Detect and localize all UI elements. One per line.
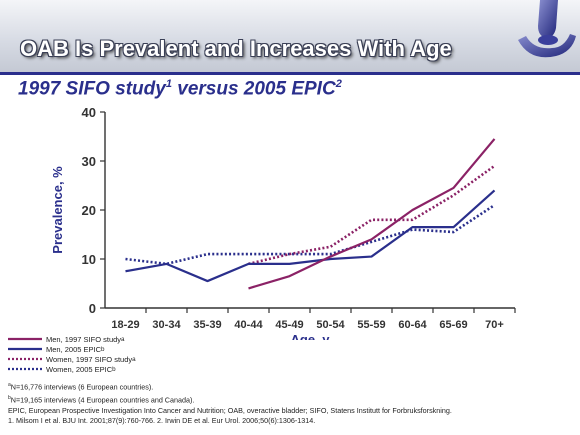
logo-icon [518,0,576,58]
series-line-2 [248,164,496,266]
x-tick-label: 40-44 [234,319,263,331]
legend-swatch-women-2005 [8,367,42,371]
x-tick-label: 18-29 [111,319,139,331]
y-tick-label: 0 [89,301,96,316]
legend-swatch-men-2005 [8,347,42,351]
slide-title: OAB Is Prevalent and Increases With Age [20,36,452,61]
series-line-0 [248,138,496,290]
footnotes: aN=16,776 interviews (6 European countri… [8,380,574,427]
legend-swatch-men-1997 [8,337,42,341]
x-tick-label: 30-34 [152,319,181,331]
footnote-a-sup: a [8,382,11,388]
legend-label: Women, 1997 SIFO study [46,354,133,364]
legend-sup: a [121,335,125,343]
footnote-a-text: N=16,776 interviews (6 European countrie… [10,382,154,392]
subtitle-sup-1: 1 [165,78,172,90]
x-tick-label: 65-69 [439,319,467,331]
x-tick-label: 60-64 [398,319,427,331]
x-tick-label: 55-59 [357,319,385,331]
y-tick-label: 40 [82,105,96,120]
subtitle-part-2: versus 2005 EPIC [171,78,336,100]
header-divider [0,72,580,75]
y-tick-label: 10 [82,252,96,267]
legend-item: Women, 1997 SIFO study a [8,354,136,364]
footnote-a: aN=16,776 interviews (6 European countri… [8,380,574,393]
subtitle-sup-2: 2 [335,78,342,90]
subtitle-part-1: 1997 SIFO study [18,78,166,100]
legend-swatch-women-1997 [8,357,42,361]
legend-label: Men, 2005 EPIC [46,344,102,354]
chart-legend: Men, 1997 SIFO study a Men, 2005 EPIC b Wo… [8,334,136,374]
legend-item: Men, 2005 EPIC b [8,344,136,354]
y-tick-label: 20 [82,203,96,218]
footnote-b-sup: b [8,394,11,401]
legend-sup: b [112,365,116,373]
series-line-1 [125,189,496,283]
x-tick-label: 45-49 [275,319,303,331]
slide-subtitle: 1997 SIFO study1 versus 2005 EPIC2 [18,78,342,100]
y-axis-label: Prevalence, % [50,166,65,254]
footnote-abbreviations: EPIC, European Prospective Investigation… [8,405,452,415]
legend-label: Women, 2005 EPIC [46,364,113,374]
legend-label: Men, 1997 SIFO study [46,334,122,344]
x-tick-label: 35-39 [193,319,221,331]
legend-item: Women, 2005 EPIC b [8,364,136,374]
prevalence-line-chart: 0 10 20 30 40 18-29 30-34 35-39 40-44 45-49 50-54 5… [50,105,516,340]
series-line-3 [125,204,496,266]
y-tick-label: 30 [82,154,96,169]
legend-item: Men, 1997 SIFO study a [8,334,136,344]
legend-sup: a [132,355,136,363]
footnote-references: 1. Milsom I et al. BJU Int. 2001;87(9):7… [8,416,316,426]
footnote-b-text: N=19,165 interviews (4 European countrie… [10,395,195,405]
x-tick-label: 70+ [485,319,504,331]
legend-sup: b [101,345,105,353]
footnote-b: bN=19,165 interviews (4 European countri… [8,393,574,406]
header-bar [0,0,580,74]
x-tick-label: 50-54 [316,319,345,331]
x-axis-label: Age, y [290,332,330,340]
